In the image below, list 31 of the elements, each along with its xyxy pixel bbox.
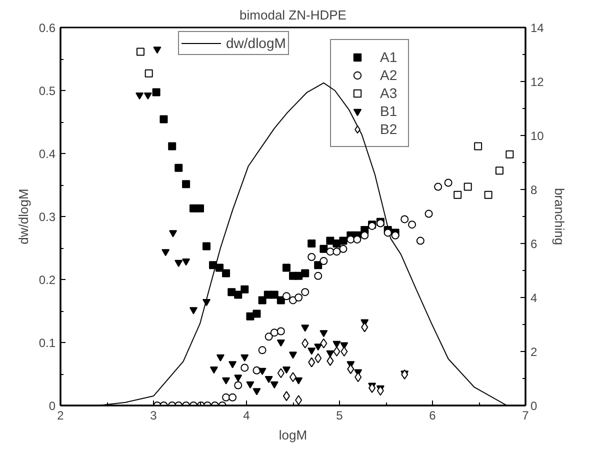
x-tick-label: 7 <box>522 408 530 422</box>
legend-label: dw/dlogM <box>226 34 286 52</box>
legend-label: A1 <box>380 48 398 66</box>
y2-tick-label: 6 <box>530 237 538 251</box>
y2-tick-label: 14 <box>530 21 544 35</box>
legend-label: B2 <box>380 120 398 138</box>
legend-label: A3 <box>380 84 398 102</box>
x-tick-label: 2 <box>57 408 64 422</box>
y2-tick-label: 10 <box>530 129 544 143</box>
x-tick-label: 4 <box>243 408 250 422</box>
x-tick-label: 6 <box>429 408 436 422</box>
y2-axis-title: branching <box>552 188 567 246</box>
y2-tick-label: 2 <box>530 345 538 359</box>
y-tick-label: 0.6 <box>38 21 56 35</box>
y-tick-label: 0.4 <box>38 147 56 161</box>
y-tick-label: 0.2 <box>38 273 56 287</box>
y-tick-label: 0.5 <box>38 84 56 98</box>
y-tick-label: 0.1 <box>38 336 56 350</box>
y2-tick-label: 0 <box>530 399 538 413</box>
legend-label: B1 <box>380 102 398 120</box>
x-tick-label: 5 <box>336 408 344 422</box>
y-tick-label: 0 <box>48 399 56 413</box>
x-tick-label: 3 <box>150 408 158 422</box>
y-axis-title: dw/dlogM <box>16 188 31 244</box>
x-axis-title: logM <box>278 428 308 442</box>
y-tick-label: 0.3 <box>38 210 56 224</box>
y2-tick-label: 12 <box>530 75 544 89</box>
chart-title: bimodal ZN-HDPE <box>240 8 347 22</box>
y2-tick-label: 4 <box>530 291 538 305</box>
legend-label: A2 <box>380 66 398 84</box>
y2-tick-label: 8 <box>530 183 538 197</box>
